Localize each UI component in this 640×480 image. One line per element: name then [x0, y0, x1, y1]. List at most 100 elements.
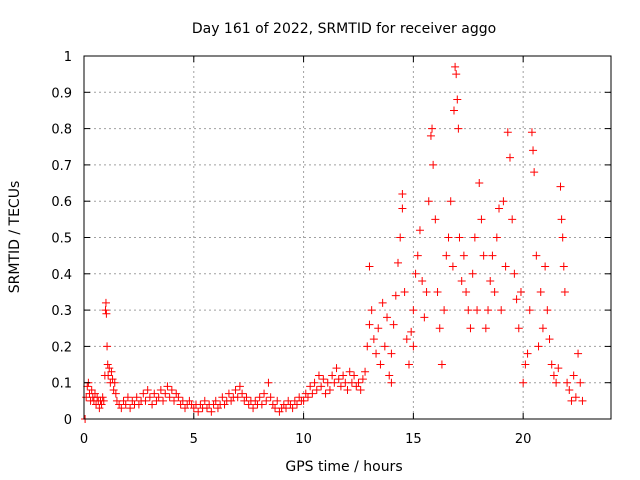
- data-point: [165, 393, 174, 402]
- data-point: [211, 396, 220, 405]
- data-point: [87, 385, 96, 394]
- data-point: [488, 251, 497, 260]
- data-point: [510, 269, 519, 278]
- y-tick-label: 0.1: [51, 377, 72, 392]
- data-point: [383, 313, 392, 322]
- data-point: [389, 320, 398, 329]
- data-point: [538, 324, 547, 333]
- data-point: [354, 378, 363, 387]
- x-tick-label: 20: [515, 432, 532, 447]
- data-point: [148, 400, 157, 409]
- y-tick-label: 0.7: [51, 159, 72, 174]
- data-point: [501, 262, 510, 271]
- x-tick-label: 0: [80, 432, 88, 447]
- data-point: [409, 342, 418, 351]
- axis-ticks: 00.10.20.30.40.50.60.70.80.910 5 10 15 20: [51, 50, 611, 447]
- data-point: [418, 277, 427, 286]
- data-point: [545, 335, 554, 344]
- data-point: [402, 335, 411, 344]
- x-tick-label: 10: [295, 432, 312, 447]
- data-point: [452, 70, 461, 79]
- data-point: [459, 251, 468, 260]
- data-point: [385, 371, 394, 380]
- data-point: [319, 375, 328, 384]
- data-point: [161, 389, 170, 398]
- data-point: [503, 128, 512, 137]
- data-point: [264, 378, 273, 387]
- data-point: [400, 287, 409, 296]
- data-point: [292, 400, 301, 409]
- data-point: [558, 233, 567, 242]
- data-point: [255, 393, 264, 402]
- data-point: [448, 262, 457, 271]
- data-point: [571, 393, 580, 402]
- data-point: [288, 404, 297, 413]
- data-point: [578, 396, 587, 405]
- data-point: [426, 131, 435, 140]
- data-point: [457, 277, 466, 286]
- data-point: [492, 233, 501, 242]
- data-point: [398, 189, 407, 198]
- data-point: [479, 251, 488, 260]
- data-point: [117, 404, 126, 413]
- data-point: [159, 396, 168, 405]
- data-point: [484, 306, 493, 315]
- data-point: [446, 197, 455, 206]
- data-point: [218, 393, 227, 402]
- data-point: [266, 393, 275, 402]
- data-point: [132, 393, 141, 402]
- y-tick-label: 0.3: [51, 304, 72, 319]
- data-point: [391, 291, 400, 300]
- data-point: [473, 306, 482, 315]
- data-point: [374, 324, 383, 333]
- x-axis-label: GPS time / hours: [285, 459, 402, 475]
- data-point: [123, 393, 132, 402]
- data-point: [514, 324, 523, 333]
- data-point: [512, 295, 521, 304]
- y-tick-label: 0.5: [51, 232, 72, 247]
- data-points: [81, 62, 587, 423]
- data-point: [440, 306, 449, 315]
- data-point: [328, 371, 337, 380]
- data-point: [126, 404, 135, 413]
- x-tick-label: 5: [190, 432, 198, 447]
- data-point: [200, 396, 209, 405]
- data-point: [455, 233, 464, 242]
- data-point: [569, 371, 578, 380]
- data-point: [103, 342, 112, 351]
- data-point: [356, 385, 365, 394]
- data-point: [235, 382, 244, 391]
- data-point: [361, 367, 370, 376]
- data-point: [534, 342, 543, 351]
- data-point: [529, 146, 538, 155]
- data-point: [387, 349, 396, 358]
- data-point: [536, 287, 545, 296]
- data-point: [574, 349, 583, 358]
- data-point: [143, 385, 152, 394]
- data-point: [394, 258, 403, 267]
- data-point: [543, 306, 552, 315]
- data-point: [415, 226, 424, 235]
- data-point: [466, 324, 475, 333]
- data-point: [325, 385, 334, 394]
- y-tick-label: 0: [64, 413, 72, 428]
- data-point: [154, 393, 163, 402]
- data-point: [557, 215, 566, 224]
- data-point: [103, 360, 112, 369]
- data-point: [314, 371, 323, 380]
- data-point: [409, 306, 418, 315]
- data-point: [101, 298, 110, 307]
- data-point: [429, 160, 438, 169]
- data-point: [102, 309, 111, 318]
- data-point: [380, 342, 389, 351]
- data-point: [454, 124, 463, 133]
- data-point: [486, 277, 495, 286]
- data-point: [303, 393, 312, 402]
- data-point: [523, 349, 532, 358]
- data-point: [350, 371, 359, 380]
- data-point: [547, 360, 556, 369]
- data-point: [565, 385, 574, 394]
- data-point: [194, 407, 203, 416]
- data-point: [449, 106, 458, 115]
